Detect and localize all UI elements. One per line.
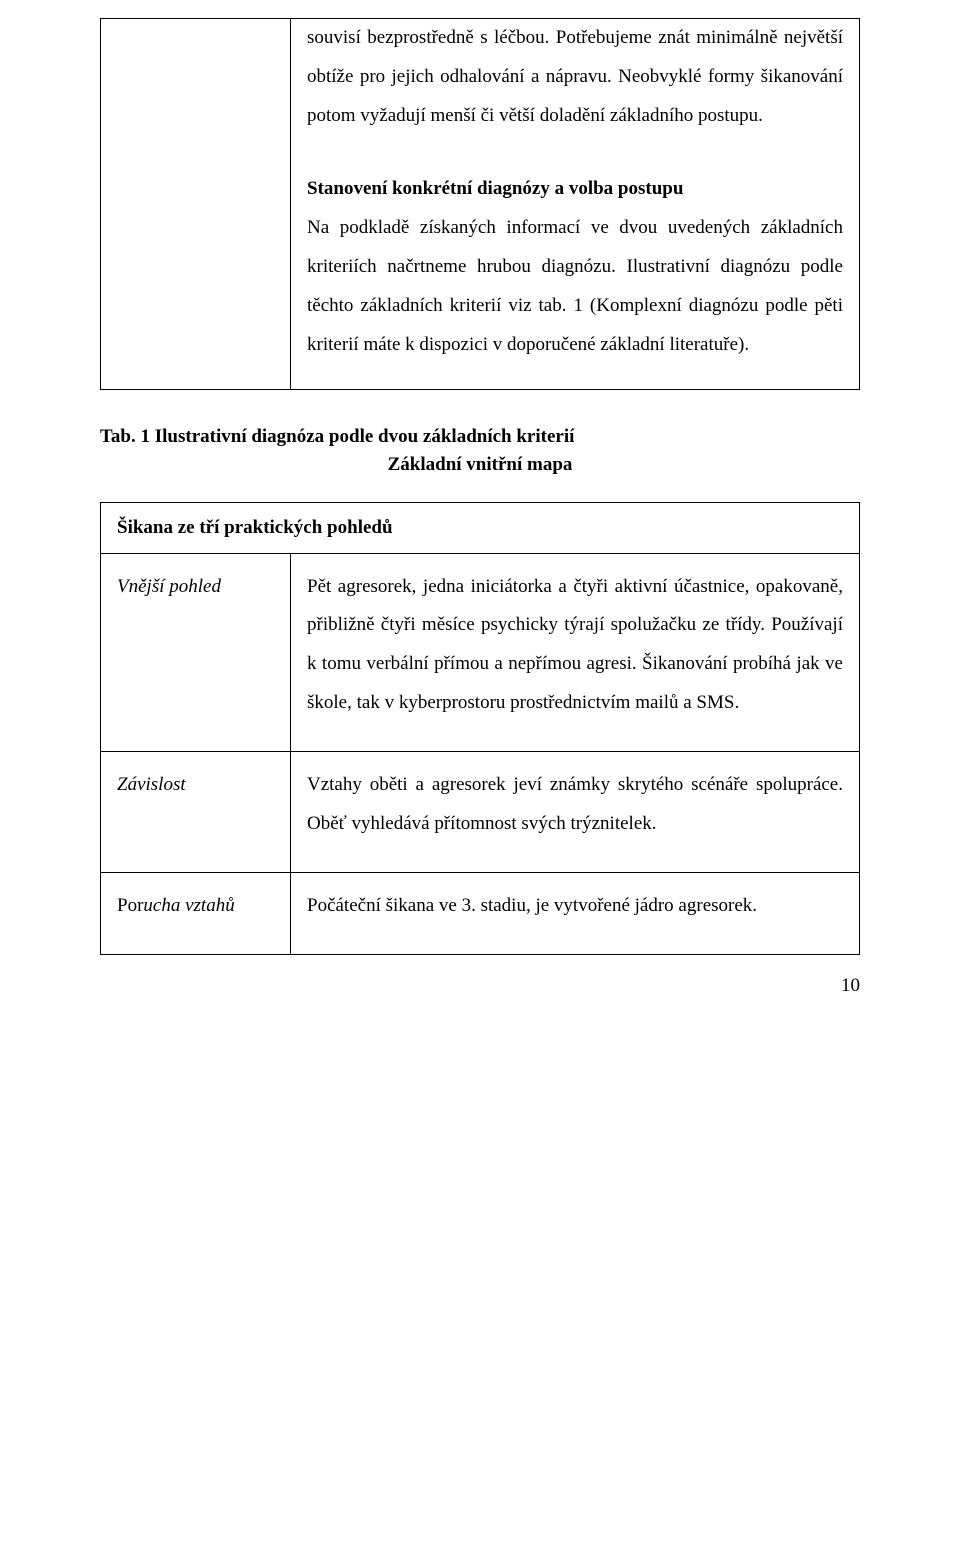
row-label: Závislost: [101, 752, 291, 873]
intro-left-cell: [101, 19, 291, 390]
table-header-row: Šikana ze tří praktických pohledů: [101, 502, 860, 553]
row-label-italic: ucha vztahů: [143, 895, 234, 916]
table-row: Závislost Vztahy oběti a agresorek jeví …: [101, 752, 860, 873]
row-label: Vnější pohled: [101, 553, 291, 752]
page-number: 10: [100, 975, 860, 997]
table-row: Porucha vztahů Počáteční šikana ve 3. st…: [101, 873, 860, 955]
table-subtitle: Základní vnitřní mapa: [100, 454, 860, 476]
table-header-cell: Šikana ze tří praktických pohledů: [101, 502, 860, 553]
table-caption: Tab. 1 Ilustrativní diagnóza podle dvou …: [100, 426, 860, 448]
row-text: Počáteční šikana ve 3. stadiu, je vytvoř…: [291, 873, 860, 955]
intro-table: souvisí bezprostředně s léčbou. Potřebuj…: [100, 18, 860, 390]
intro-right-cell: souvisí bezprostředně s léčbou. Potřebuj…: [291, 19, 860, 390]
diagnosis-table: Šikana ze tří praktických pohledů Vnější…: [100, 502, 860, 956]
intro-heading: Stanovení konkrétní diagnózy a volba pos…: [307, 178, 683, 199]
intro-heading-block: Stanovení konkrétní diagnózy a volba pos…: [307, 170, 843, 209]
row-label: Porucha vztahů: [101, 873, 291, 955]
spacer: [307, 136, 843, 170]
row-label-prefix: Por: [117, 895, 143, 916]
intro-para-2: Na podkladě získaných informací ve dvou …: [307, 209, 843, 365]
document-page: souvisí bezprostředně s léčbou. Potřebuj…: [0, 0, 960, 1027]
row-text: Pět agresorek, jedna iniciátorka a čtyři…: [291, 553, 860, 752]
intro-para-1: souvisí bezprostředně s léčbou. Potřebuj…: [307, 19, 843, 136]
table-row: Vnější pohled Pět agresorek, jedna inici…: [101, 553, 860, 752]
row-text: Vztahy oběti a agresorek jeví známky skr…: [291, 752, 860, 873]
